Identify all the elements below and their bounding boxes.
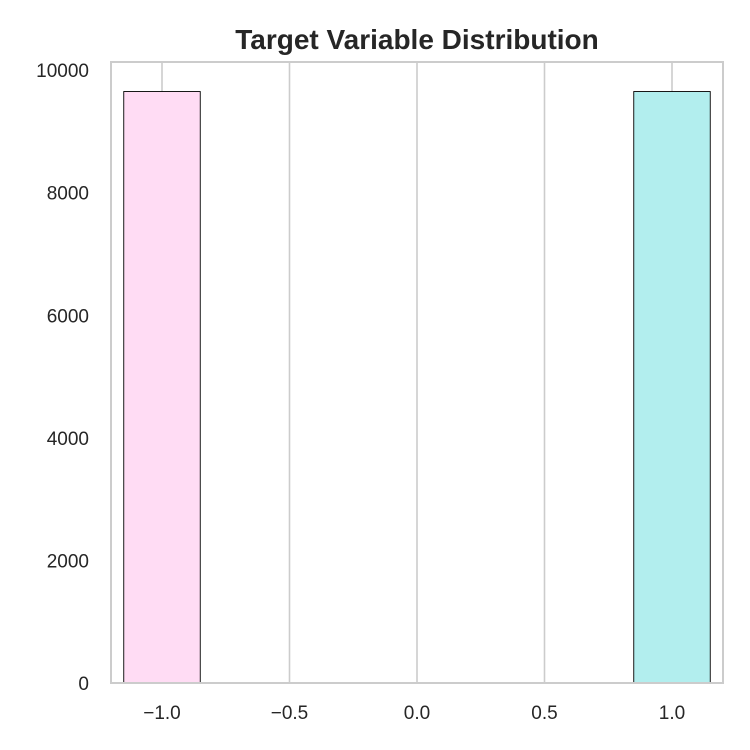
y-tick-label: 10000 <box>36 61 89 82</box>
y-tick-labels: 0 2000 4000 6000 8000 10000 <box>36 61 89 695</box>
x-tick-label: −1.0 <box>143 703 181 724</box>
y-tick-label: 8000 <box>47 184 89 205</box>
y-tick-label: 6000 <box>47 306 89 327</box>
grid-lines <box>161 62 673 683</box>
bar <box>123 91 201 684</box>
y-tick-label: 2000 <box>47 551 89 572</box>
x-tick-label: 0.0 <box>404 703 430 724</box>
x-tick-label: 1.0 <box>659 703 685 724</box>
y-tick-label: 0 <box>78 674 89 695</box>
y-tick-label: 4000 <box>47 429 89 450</box>
chart-title: Target Variable Distribution <box>235 24 599 55</box>
plot-frame <box>110 61 724 684</box>
x-tick-labels: −1.0 −0.5 0.0 0.5 1.0 <box>143 703 685 724</box>
x-tick-label: 0.5 <box>531 703 557 724</box>
x-tick-label: −0.5 <box>271 703 309 724</box>
bars <box>123 91 711 684</box>
bar <box>633 91 711 684</box>
